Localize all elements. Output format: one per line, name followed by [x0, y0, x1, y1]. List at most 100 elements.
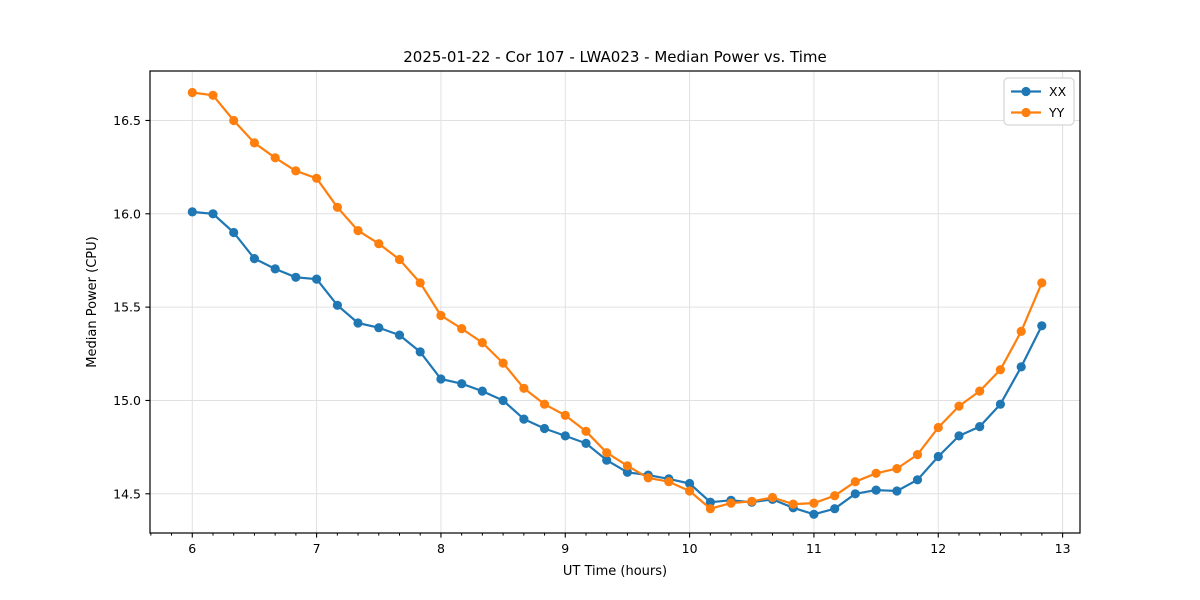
data-point-yy — [353, 226, 363, 236]
data-point-yy — [374, 239, 384, 249]
data-point-yy — [208, 90, 218, 100]
data-point-xx — [975, 422, 985, 432]
data-point-xx — [560, 431, 570, 441]
x-tick-label: 10 — [682, 541, 698, 556]
legend: XX YY — [1003, 77, 1075, 126]
plot-border — [149, 70, 1081, 534]
data-point-yy — [291, 166, 301, 176]
y-tick-label: 15.0 — [113, 393, 141, 408]
data-point-yy — [394, 254, 405, 265]
data-point-yy — [830, 491, 840, 501]
data-point-xx — [332, 300, 342, 310]
data-point-yy — [664, 477, 674, 487]
data-point-yy — [436, 310, 446, 321]
legend-label-yy: YY — [1048, 105, 1065, 120]
data-point-yy — [850, 477, 860, 487]
data-point-yy — [892, 464, 902, 474]
data-point-yy — [767, 492, 778, 503]
data-point-xx — [249, 254, 259, 264]
data-point-xx — [871, 485, 881, 495]
data-point-yy — [229, 115, 239, 126]
data-point-yy — [312, 173, 322, 183]
data-point-yy — [539, 399, 550, 409]
data-point-yy — [415, 278, 425, 288]
data-point-yy — [933, 422, 943, 433]
data-point-yy — [705, 504, 716, 514]
data-point-xx — [436, 374, 446, 384]
x-tick-label: 6 — [188, 541, 196, 556]
data-point-xx — [312, 274, 322, 284]
data-point-yy — [602, 448, 612, 458]
data-point-xx — [415, 347, 425, 357]
data-point-yy — [685, 486, 695, 496]
series-yy — [187, 87, 1047, 514]
data-point-xx — [291, 272, 301, 282]
data-point-xx — [622, 467, 633, 477]
data-point-yy — [912, 450, 923, 460]
data-point-xx — [892, 486, 902, 496]
data-point-xx — [830, 504, 840, 514]
x-tick-label: 12 — [930, 541, 946, 556]
data-point-yy — [643, 473, 653, 483]
data-point-xx — [1016, 362, 1026, 372]
data-point-xx — [394, 330, 405, 340]
y-tick-label: 15.5 — [113, 300, 141, 315]
legend-label-xx: XX — [1049, 84, 1067, 99]
data-point-yy — [519, 383, 529, 393]
data-point-yy — [809, 498, 819, 508]
data-point-xx — [912, 475, 923, 485]
data-point-xx — [809, 509, 819, 519]
data-point-xx — [187, 207, 197, 217]
data-point-xx — [498, 395, 508, 406]
data-point-yy — [1016, 326, 1026, 336]
x-axis-label: UT Time (hours) — [563, 564, 667, 579]
data-point-xx — [270, 264, 280, 274]
data-point-yy — [622, 461, 633, 471]
data-point-xx — [602, 455, 612, 465]
chart-title: 2025-01-22 - Cor 107 - LWA023 - Median P… — [403, 48, 827, 66]
data-point-xx — [933, 451, 943, 462]
data-point-yy — [249, 138, 259, 148]
data-point-xx — [229, 227, 239, 238]
data-point-xx — [539, 423, 550, 434]
data-point-yy — [332, 202, 342, 212]
y-tick-label: 14.5 — [113, 486, 141, 501]
data-point-xx — [477, 386, 487, 396]
series-line-yy — [192, 91, 1043, 510]
y-axis-label: Median Power (CPU) — [85, 236, 100, 367]
data-point-xx — [353, 318, 363, 328]
data-point-yy — [954, 401, 964, 411]
data-point-xx — [581, 438, 591, 448]
data-point-yy — [995, 365, 1006, 375]
data-point-yy — [560, 410, 570, 420]
y-tick-label: 16.5 — [113, 113, 141, 128]
data-point-yy — [726, 498, 736, 508]
series-line-xx — [192, 210, 1043, 516]
data-point-xx — [954, 431, 964, 441]
y-tick-label: 16.0 — [113, 206, 141, 221]
data-point-yy — [975, 386, 985, 396]
data-point-yy — [187, 87, 197, 98]
x-tick-label: 8 — [437, 541, 445, 556]
data-point-yy — [1037, 278, 1047, 288]
data-point-xx — [705, 497, 716, 507]
x-tick-label: 7 — [313, 541, 321, 556]
legend-marker-xx — [1021, 86, 1031, 97]
x-tick-label: 11 — [806, 541, 822, 556]
y-tick-labels: 14.5 15.0 15.5 16.0 16.5 — [113, 113, 141, 501]
x-tick-label: 13 — [1055, 541, 1071, 556]
data-point-yy — [270, 153, 280, 163]
data-point-xx — [850, 489, 860, 499]
data-point-xx — [208, 209, 218, 219]
axis-ticks — [145, 119, 1064, 538]
data-point-yy — [498, 358, 508, 368]
data-point-xx — [457, 379, 467, 389]
data-point-yy — [747, 496, 757, 506]
data-point-yy — [477, 338, 487, 348]
x-tick-labels: 6 7 8 9 10 11 12 13 — [188, 541, 1070, 556]
data-point-yy — [871, 468, 881, 478]
data-point-xx — [374, 323, 384, 333]
data-point-xx — [519, 414, 529, 424]
